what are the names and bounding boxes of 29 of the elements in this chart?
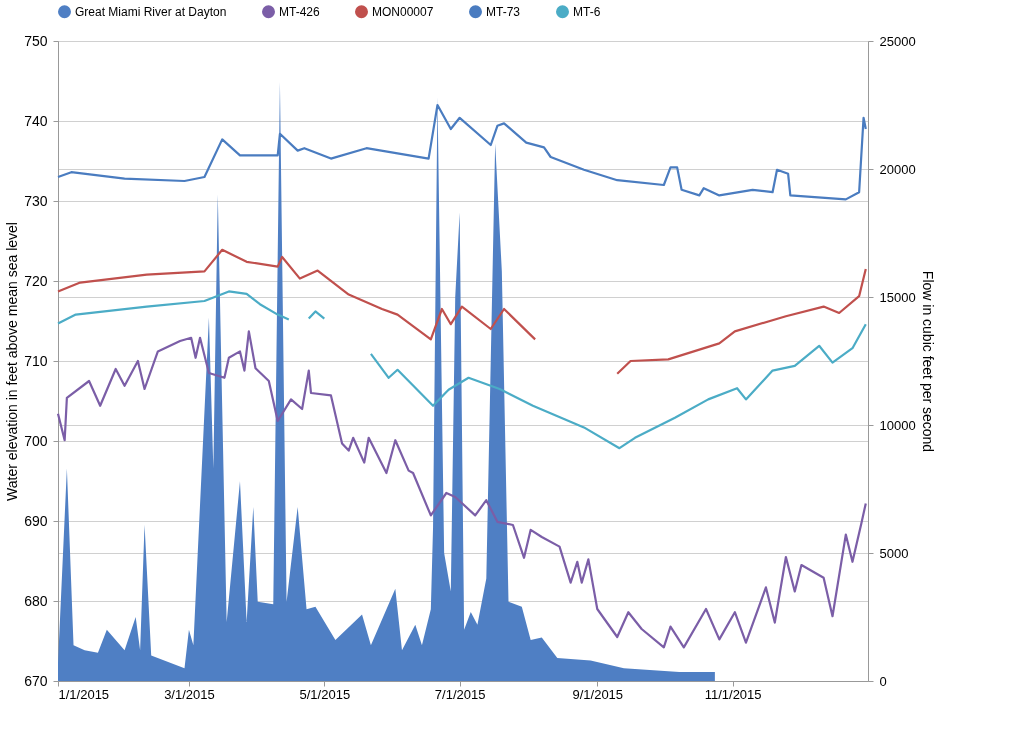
y-tick-label: 720 xyxy=(24,272,48,289)
x-tick-label: 7/1/2015 xyxy=(434,686,486,702)
y-tick-label: 730 xyxy=(24,192,48,209)
y-tick-label: 690 xyxy=(24,512,48,529)
y2-tick-label: 15000 xyxy=(879,289,916,305)
legend-label: MT-426 xyxy=(279,4,321,19)
y-tick-label: 710 xyxy=(24,352,48,369)
legend-label: MT-73 xyxy=(486,4,521,19)
y2-tick-label: 10000 xyxy=(879,417,916,433)
y2-tick-label: 5000 xyxy=(879,545,909,561)
legend-label: MON00007 xyxy=(372,4,434,19)
y-tick-label: 680 xyxy=(24,592,48,609)
x-tick-label: 1/1/2015 xyxy=(58,686,110,702)
y-axis-title: Water elevation in feet above mean sea level xyxy=(4,222,21,501)
y2-axis-title: Flow in cubic feet per second xyxy=(919,270,936,453)
x-tick-label: 3/1/2015 xyxy=(164,686,215,702)
y2-tick-label: 20000 xyxy=(879,161,916,177)
legend-label: MT-6 xyxy=(573,4,601,19)
y-tick-label: 740 xyxy=(24,112,48,129)
x-tick-label: 5/1/2015 xyxy=(299,686,351,702)
x-tick-label: 11/1/2015 xyxy=(704,686,762,702)
x-tick-label: 9/1/2015 xyxy=(572,686,624,702)
y-tick-label: 670 xyxy=(24,672,48,689)
legend-label: Great Miami River at Dayton xyxy=(75,4,227,19)
y2-tick-label: 0 xyxy=(879,673,887,689)
y-tick-label: 700 xyxy=(24,432,48,449)
y-tick-label: 750 xyxy=(24,32,48,49)
line-series xyxy=(56,330,867,649)
y2-tick-label: 25000 xyxy=(879,33,916,49)
